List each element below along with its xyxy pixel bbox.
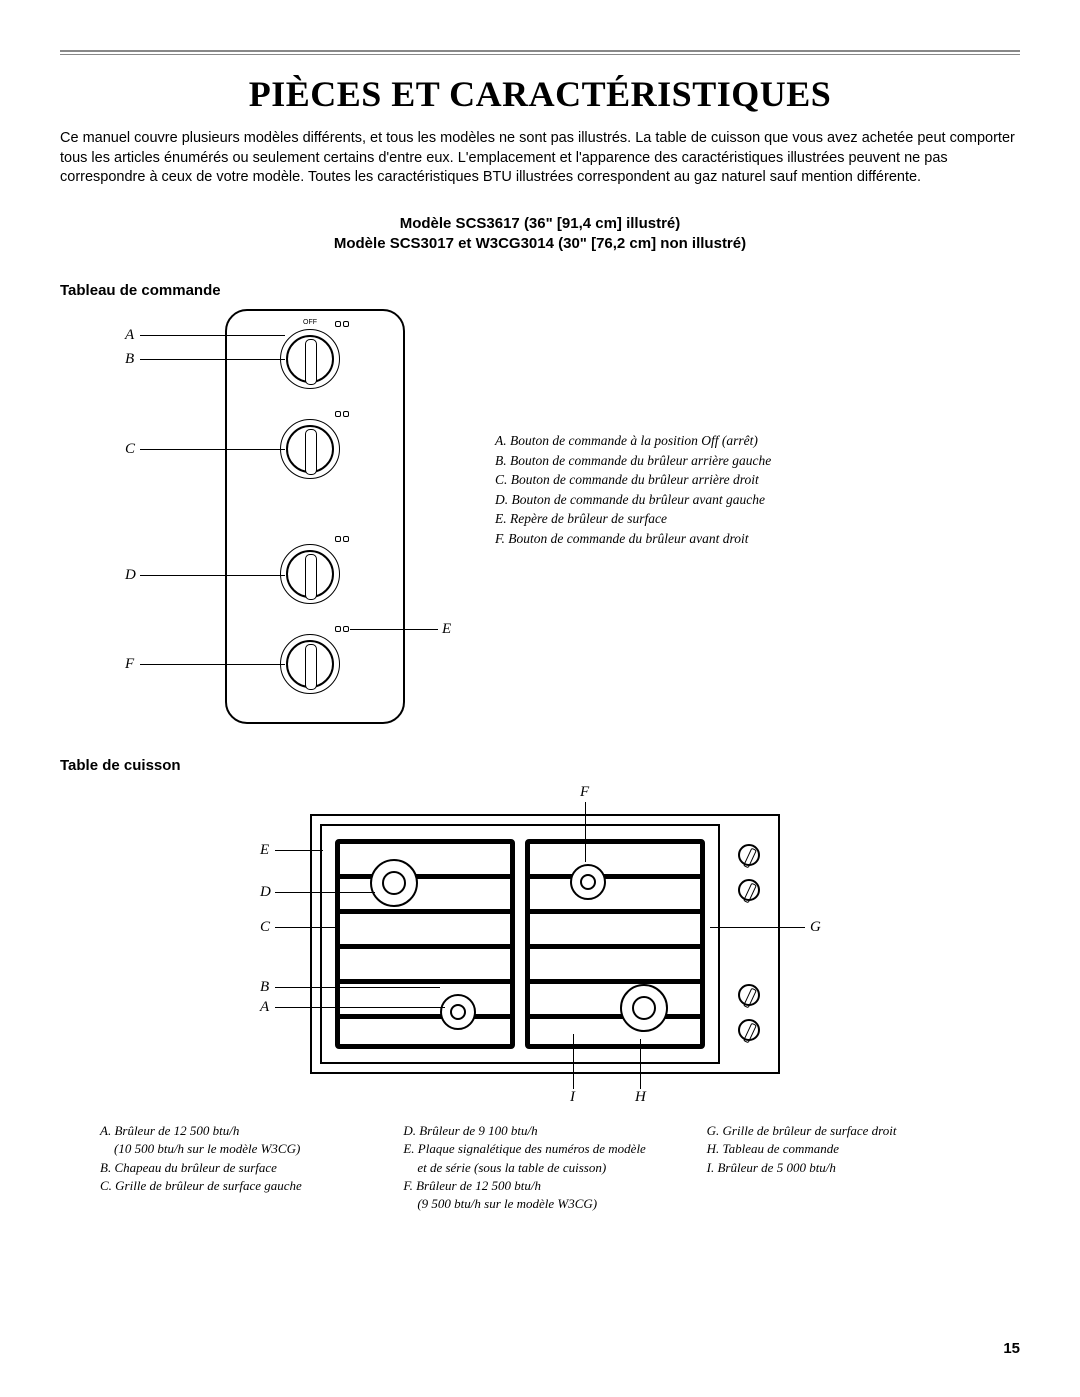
ct-line-B <box>275 987 440 988</box>
grate-bar <box>340 979 510 984</box>
legend-col-2: D. Brûleur de 9 100 btu/h E. Plaque sign… <box>403 1122 676 1213</box>
ct-leg-H: H. Tableau de commande <box>707 1140 980 1158</box>
ct-line-A <box>275 1007 445 1008</box>
ct-callout-G: G <box>810 919 821 936</box>
control-panel-row: OFF A B C D <box>60 309 1020 729</box>
section-cooktop: Table de cuisson <box>60 757 1020 774</box>
callout-line-E <box>350 629 438 630</box>
grate-bar <box>340 874 510 879</box>
control-panel-legend: A. Bouton de commande à la position Off … <box>495 431 1020 548</box>
grate-right <box>525 839 705 1049</box>
ct-callout-C: C <box>260 919 270 936</box>
legend-C: C. Bouton de commande du brûleur arrière… <box>495 470 1020 490</box>
ct-line-H <box>640 1039 641 1089</box>
page-title: PIÈCES ET CARACTÉRISTIQUES <box>60 73 1020 115</box>
model-line-2: Modèle SCS3017 et W3CG3014 (30" [76,2 cm… <box>60 234 1020 254</box>
model-line-1: Modèle SCS3617 (36" [91,4 cm] illustré) <box>60 214 1020 234</box>
callout-A: A <box>125 327 134 344</box>
legend-A: A. Bouton de commande à la position Off … <box>495 431 1020 451</box>
ct-callout-H: H <box>635 1089 646 1106</box>
knob-off-label: OFF <box>303 319 317 326</box>
grate-left <box>335 839 515 1049</box>
model-heading: Modèle SCS3617 (36" [91,4 cm] illustré) … <box>60 214 1020 255</box>
legend-E: E. Repère de brûleur de surface <box>495 509 1020 529</box>
burner-rear-left <box>370 859 418 907</box>
knob-2 <box>286 425 334 473</box>
ct-callout-A: A <box>260 999 269 1016</box>
cooktop-legend: A. Brûleur de 12 500 btu/h (10 500 btu/h… <box>60 1122 1020 1213</box>
ct-leg-C: C. Grille de brûleur de surface gauche <box>100 1177 373 1195</box>
callout-line-C <box>140 449 285 450</box>
callout-line-F <box>140 664 285 665</box>
callout-B: B <box>125 351 134 368</box>
ct-line-E <box>275 850 323 851</box>
legend-col-3: G. Grille de brûleur de surface droit H.… <box>707 1122 980 1213</box>
indicator-4a <box>335 626 341 632</box>
ct-leg-A: A. Brûleur de 12 500 btu/h <box>100 1122 373 1140</box>
ct-line-D <box>275 892 375 893</box>
grate-bar <box>530 1014 700 1019</box>
ct-leg-F-sub: (9 500 btu/h sur le modèle W3CG) <box>403 1195 676 1213</box>
grate-bar <box>530 944 700 949</box>
intro-paragraph: Ce manuel couvre plusieurs modèles diffé… <box>60 129 1020 188</box>
ct-line-G <box>710 927 805 928</box>
ct-line-C <box>275 927 340 928</box>
callout-line-B <box>140 359 285 360</box>
ct-leg-B: B. Chapeau du brûleur de surface <box>100 1159 373 1177</box>
callout-F: F <box>125 656 134 673</box>
indicator-2a <box>335 411 341 417</box>
burner-front-left <box>440 994 476 1030</box>
knob-4 <box>286 640 334 688</box>
callout-C: C <box>125 441 135 458</box>
ct-callout-I: I <box>570 1089 575 1106</box>
ct-callout-E: E <box>260 842 269 859</box>
ct-leg-E-sub: et de série (sous la table de cuisson) <box>403 1159 676 1177</box>
ct-leg-A-sub: (10 500 btu/h sur le modèle W3CG) <box>100 1140 373 1158</box>
indicator-2b <box>343 411 349 417</box>
section-control-panel: Tableau de commande <box>60 282 1020 299</box>
indicator-3b <box>343 536 349 542</box>
page: PIÈCES ET CARACTÉRISTIQUES Ce manuel cou… <box>0 0 1080 1253</box>
ct-leg-F: F. Brûleur de 12 500 btu/h <box>403 1177 676 1195</box>
top-rule-thin <box>60 54 1020 55</box>
grate-bar <box>340 1014 510 1019</box>
legend-col-1: A. Brûleur de 12 500 btu/h (10 500 btu/h… <box>100 1122 373 1213</box>
ct-callout-F: F <box>580 784 589 801</box>
ct-leg-I: I. Brûleur de 5 000 btu/h <box>707 1159 980 1177</box>
grate-bar <box>340 909 510 914</box>
knob-3 <box>286 550 334 598</box>
burner-rear-right <box>570 864 606 900</box>
indicator-1a <box>335 321 341 327</box>
ct-leg-E: E. Plaque signalétique des numéros de mo… <box>403 1140 676 1158</box>
grate-bar <box>530 909 700 914</box>
callout-E: E <box>442 621 451 638</box>
indicator-4b <box>343 626 349 632</box>
legend-D: D. Bouton de commande du brûleur avant g… <box>495 490 1020 510</box>
ct-leg-G: G. Grille de brûleur de surface droit <box>707 1122 980 1140</box>
indicator-1b <box>343 321 349 327</box>
ct-leg-D: D. Brûleur de 9 100 btu/h <box>403 1122 676 1140</box>
ct-callout-D: D <box>260 884 271 901</box>
indicator-3a <box>335 536 341 542</box>
control-panel-diagram: OFF A B C D <box>125 309 455 729</box>
grate-bar <box>530 979 700 984</box>
callout-line-D <box>140 575 285 576</box>
grate-bar <box>340 944 510 949</box>
page-number: 15 <box>1003 1340 1020 1357</box>
ct-callout-B: B <box>260 979 269 996</box>
callout-line-A <box>140 335 285 336</box>
cooktop-diagram: E D C B A F G I H <box>190 784 890 1104</box>
legend-F: F. Bouton de commande du brûleur avant d… <box>495 529 1020 549</box>
top-rule-thick <box>60 50 1020 52</box>
ct-line-I <box>573 1034 574 1089</box>
callout-D: D <box>125 567 136 584</box>
ct-line-F <box>585 802 586 862</box>
knob-1 <box>286 335 334 383</box>
grate-bar <box>530 874 700 879</box>
legend-B: B. Bouton de commande du brûleur arrière… <box>495 451 1020 471</box>
burner-front-right <box>620 984 668 1032</box>
